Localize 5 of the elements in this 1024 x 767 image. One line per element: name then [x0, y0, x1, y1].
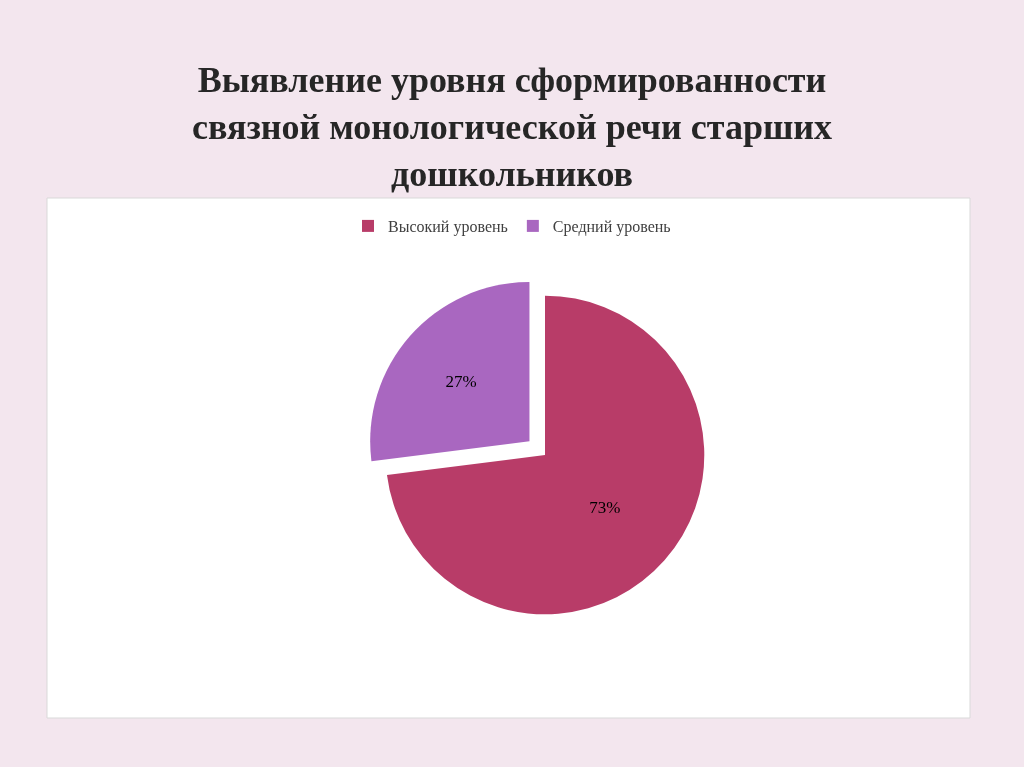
data-label: 27% [445, 371, 477, 391]
data-label: 73% [589, 498, 621, 518]
legend-label: Высокий уровень [388, 218, 508, 237]
chart-title: Выявление уровня сформированности связной монологической речи старших дошкольников [191, 60, 833, 194]
legend-label: Средний уровень [552, 218, 671, 237]
